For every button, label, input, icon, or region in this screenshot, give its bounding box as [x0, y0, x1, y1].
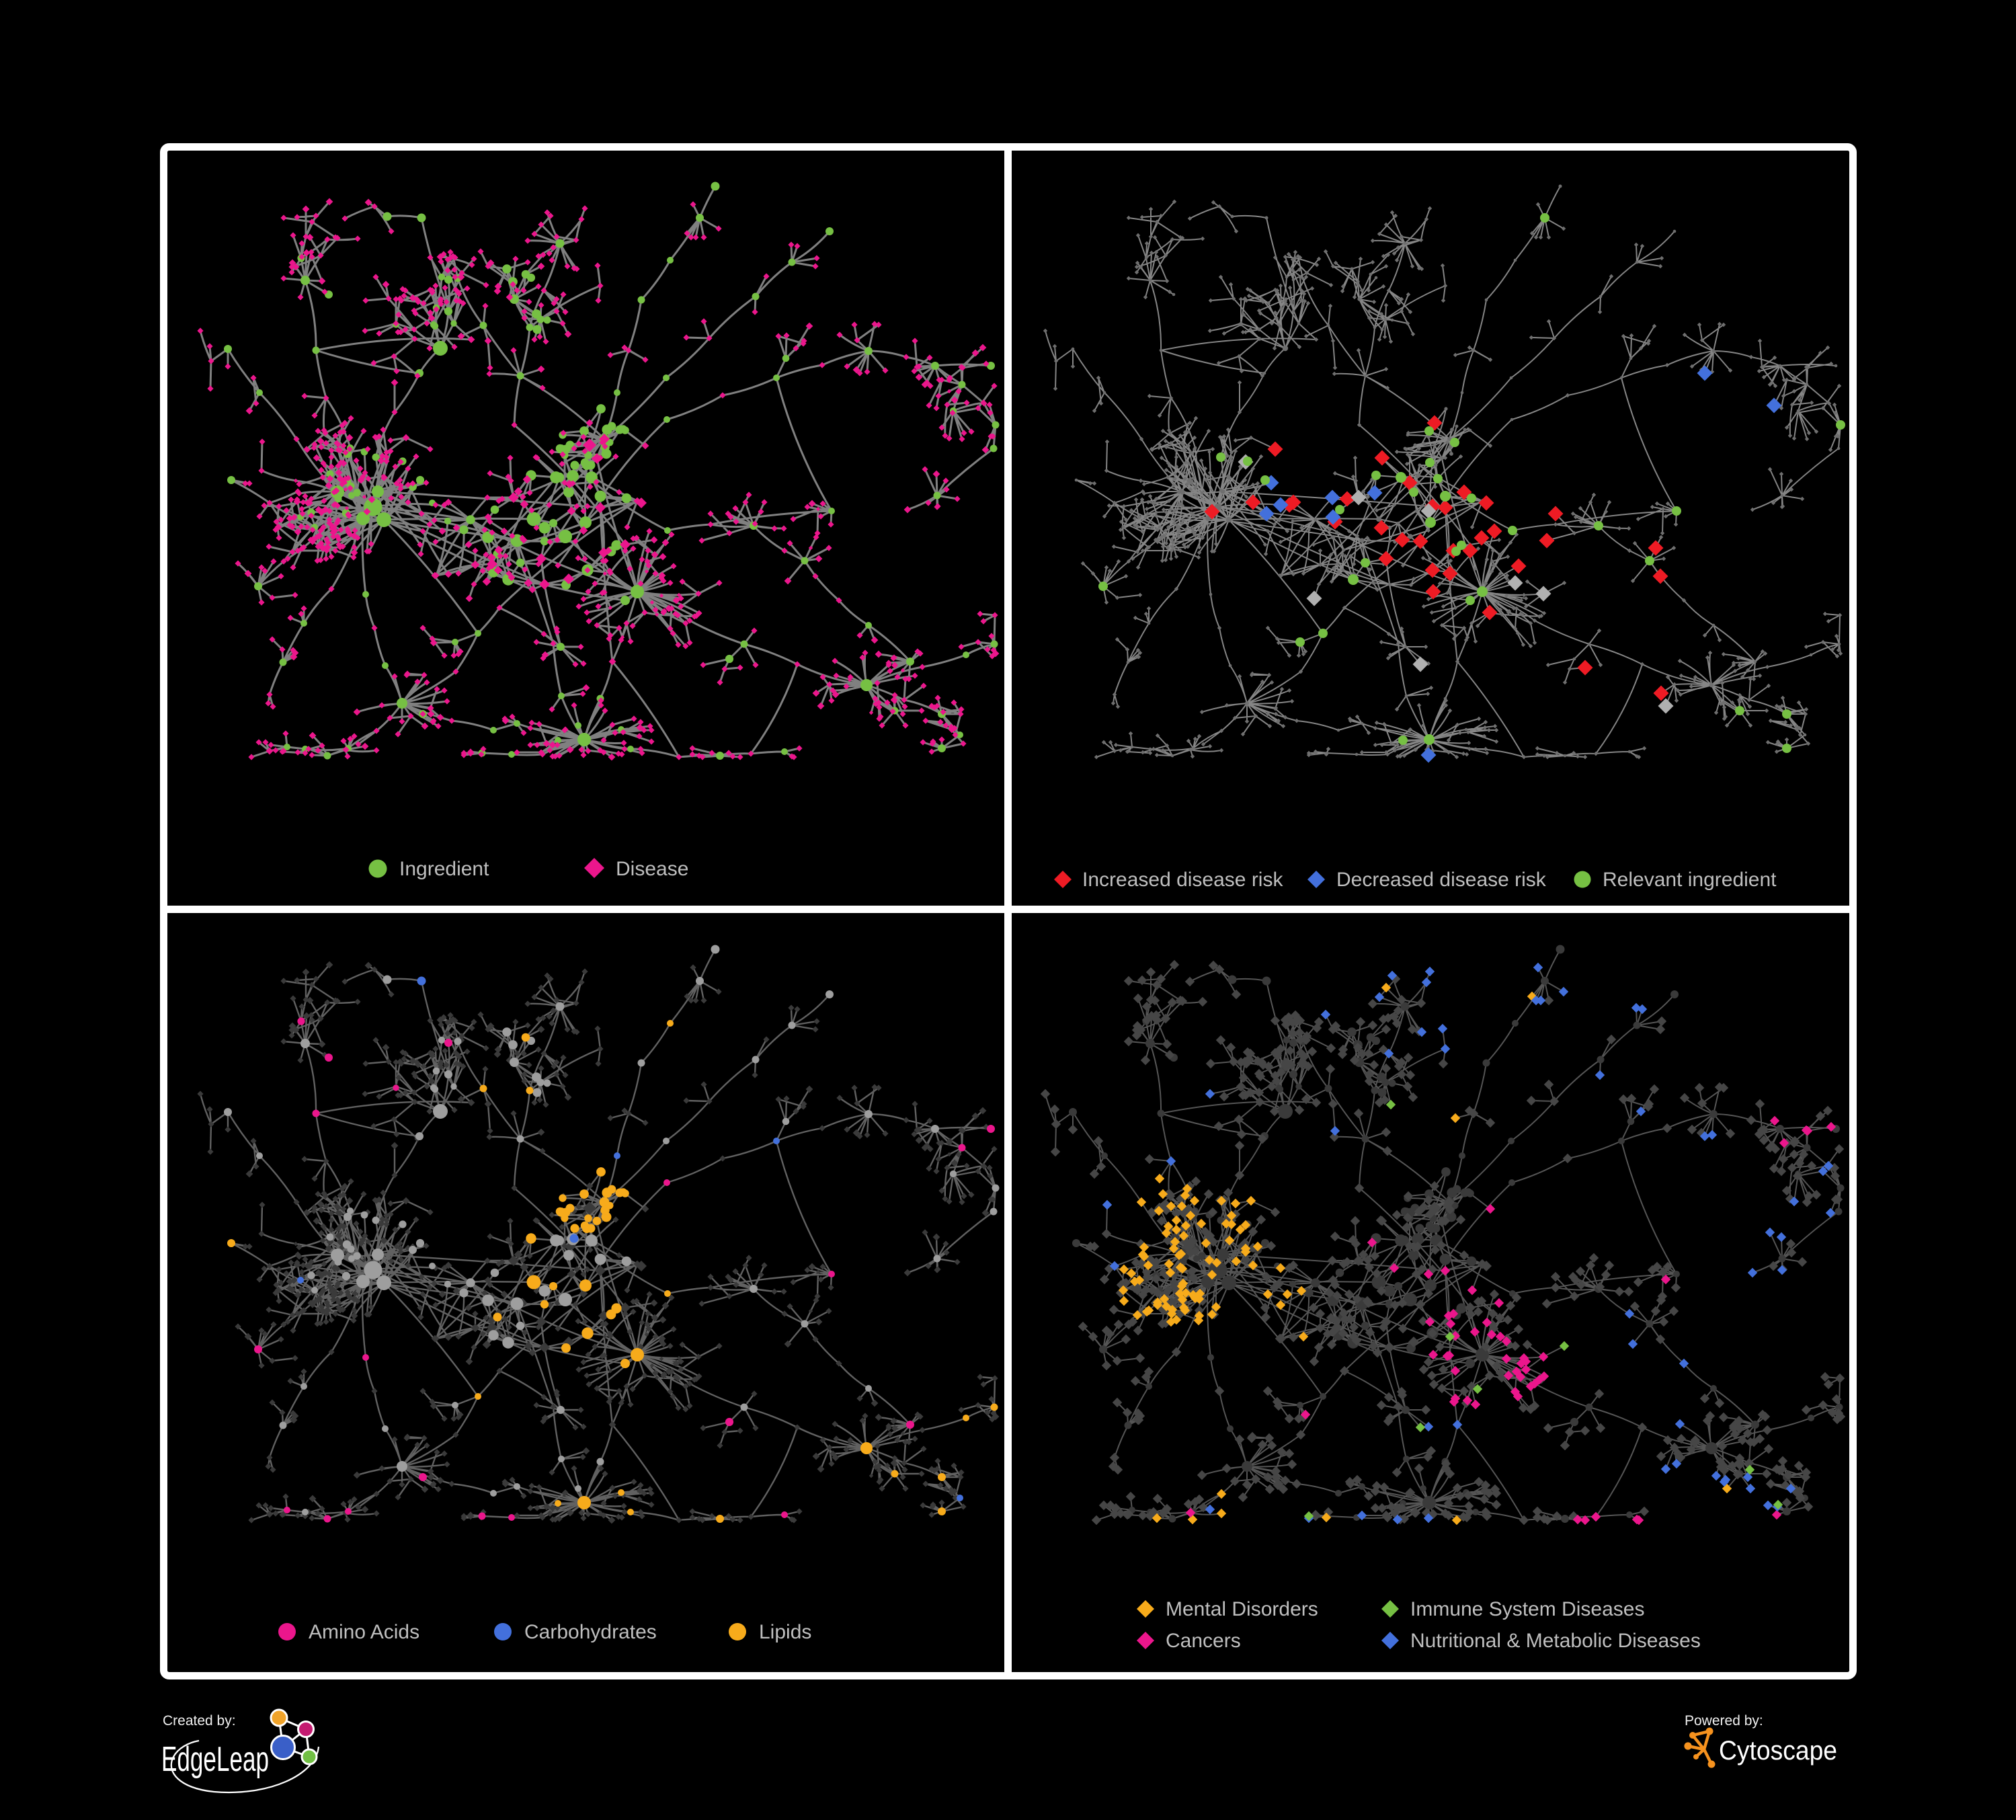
svg-text:Powered by:: Powered by:	[1685, 1713, 1763, 1729]
svg-text:Lipids: Lipids	[759, 1621, 811, 1643]
svg-text:Immune System Diseases: Immune System Diseases	[1410, 1598, 1644, 1620]
svg-text:Cancers: Cancers	[1166, 1630, 1241, 1652]
svg-text:Cytoscape: Cytoscape	[1719, 1736, 1837, 1766]
svg-text:Decreased disease risk: Decreased disease risk	[1336, 869, 1547, 891]
svg-text:Increased disease risk: Increased disease risk	[1082, 869, 1283, 891]
svg-text:Carbohydrates: Carbohydrates	[524, 1621, 657, 1643]
svg-text:Nutritional & Metabolic Diseas: Nutritional & Metabolic Diseases	[1410, 1630, 1701, 1652]
svg-text:Ingredient: Ingredient	[399, 858, 489, 880]
svg-text:Amino Acids: Amino Acids	[309, 1621, 419, 1643]
svg-text:Disease: Disease	[616, 858, 688, 880]
svg-text:Created by:: Created by:	[163, 1713, 236, 1729]
svg-text:Relevant ingredient: Relevant ingredient	[1603, 869, 1777, 891]
svg-text:EdgeLeap: EdgeLeap	[161, 1740, 269, 1779]
svg-text:Mental Disorders: Mental Disorders	[1166, 1598, 1318, 1620]
